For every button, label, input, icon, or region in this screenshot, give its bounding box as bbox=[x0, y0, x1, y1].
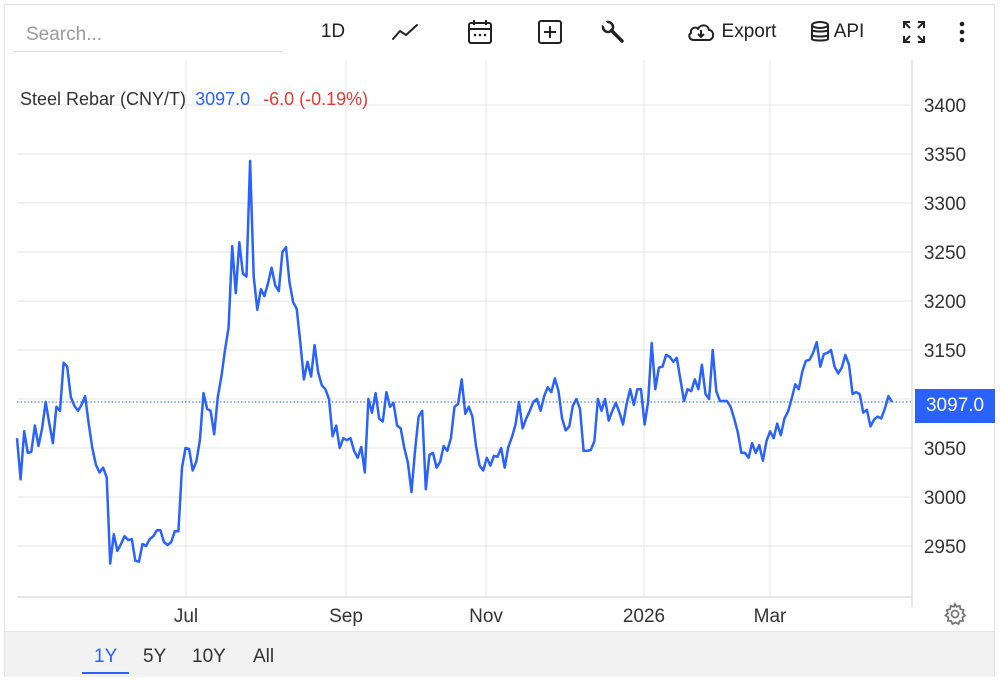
x-tick-label: Sep bbox=[329, 606, 363, 627]
x-tick-label: Nov bbox=[469, 606, 503, 627]
chart-grid bbox=[17, 60, 913, 607]
tools-button[interactable] bbox=[598, 16, 628, 48]
range-10y[interactable]: 10Y bbox=[192, 646, 226, 667]
price-series-line bbox=[15, 159, 894, 565]
legend-last-value: 3097.0 bbox=[195, 89, 251, 109]
interval-button[interactable]: 1D bbox=[316, 16, 350, 48]
range-5y[interactable]: 5Y bbox=[143, 646, 167, 667]
legend-name: Steel Rebar (CNY/T) bbox=[20, 89, 187, 109]
range-all[interactable]: All bbox=[253, 646, 275, 667]
y-tick-label: 3250 bbox=[924, 243, 966, 264]
interval-label: 1D bbox=[320, 21, 346, 42]
compare-button[interactable] bbox=[535, 16, 565, 48]
y-tick-label: 3200 bbox=[924, 292, 966, 313]
toolbar: 1D Exp bbox=[0, 0, 1000, 60]
y-tick-label: 3400 bbox=[924, 96, 966, 117]
y-tick-label: 2950 bbox=[924, 537, 966, 558]
y-tick-label: 3150 bbox=[924, 341, 966, 362]
x-tick-label: Mar bbox=[754, 606, 787, 627]
line-chart-icon bbox=[392, 24, 418, 40]
gear-icon[interactable] bbox=[943, 602, 967, 626]
add-icon bbox=[538, 20, 562, 44]
more-button[interactable] bbox=[950, 16, 974, 48]
cloud-download-icon bbox=[687, 24, 714, 41]
y-axis: 2950300030503100315032003250330033503400 bbox=[924, 96, 966, 558]
export-label: Export bbox=[721, 21, 777, 42]
legend-change: -6.0 (-0.19%) bbox=[263, 89, 369, 109]
more-vertical-icon bbox=[959, 21, 965, 43]
x-tick-label: Jul bbox=[174, 606, 198, 627]
search-input[interactable] bbox=[14, 18, 282, 52]
chart-type-button[interactable] bbox=[388, 16, 422, 48]
range-bar bbox=[5, 631, 994, 677]
calendar-icon bbox=[468, 20, 492, 44]
y-tick-label: 3350 bbox=[924, 145, 966, 166]
fullscreen-button[interactable] bbox=[900, 16, 928, 48]
export-button[interactable]: Export bbox=[682, 16, 780, 48]
y-tick-label: 3000 bbox=[924, 488, 966, 509]
api-label: API bbox=[833, 21, 865, 42]
api-button[interactable]: API bbox=[806, 16, 868, 48]
range-1y[interactable]: 1Y bbox=[82, 646, 130, 674]
y-tick-label: 3050 bbox=[924, 439, 966, 460]
date-range-button[interactable] bbox=[464, 16, 496, 48]
last-price-tag: 3097.0 bbox=[915, 389, 995, 423]
fullscreen-icon bbox=[903, 21, 925, 43]
x-axis: Jul Sep Nov 2026 Mar bbox=[174, 606, 787, 627]
database-icon bbox=[810, 21, 829, 42]
y-tick-label: 3300 bbox=[924, 194, 966, 215]
chart-legend: Steel Rebar (CNY/T) 3097.0 -6.0 (-0.19%) bbox=[20, 89, 368, 110]
wrench-icon bbox=[601, 20, 624, 43]
x-tick-label: 2026 bbox=[623, 606, 665, 627]
